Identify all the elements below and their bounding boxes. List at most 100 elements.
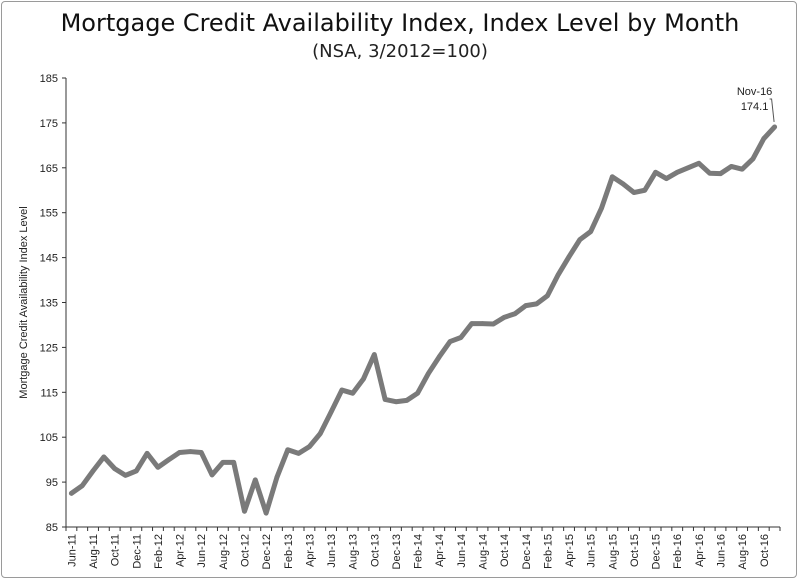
x-tick-label: Aug-11 (88, 534, 100, 569)
y-tick-label: 115 (40, 387, 58, 399)
data-point (512, 311, 518, 317)
data-point (220, 460, 226, 465)
x-tick-label: Oct-11 (110, 534, 122, 566)
x-tick-label: Aug-13 (348, 534, 360, 569)
data-point (274, 474, 280, 480)
data-point (350, 390, 355, 396)
y-tick-label: 135 (40, 298, 58, 310)
data-point (642, 187, 648, 193)
data-point (566, 254, 572, 259)
y-tick-label: 95 (46, 477, 58, 489)
x-tick-label: Feb-16 (672, 534, 684, 569)
data-point (739, 166, 745, 172)
y-tick-label: 165 (40, 163, 58, 175)
data-point (436, 354, 442, 360)
data-point (296, 451, 301, 456)
data-point (685, 165, 691, 171)
data-point (750, 156, 756, 162)
data-point (696, 161, 702, 166)
data-point (599, 205, 604, 211)
x-tick-label: Aug-14 (478, 534, 490, 569)
data-point (555, 272, 561, 277)
series-line (68, 124, 778, 516)
data-point (177, 450, 182, 455)
data-point (545, 293, 550, 299)
data-point (188, 449, 193, 454)
y-tick-label: 105 (40, 432, 58, 444)
data-point (761, 136, 767, 141)
y-axis-label: Mortgage Credit Availability Index Level (18, 206, 30, 398)
x-tick-label: Dec-14 (521, 534, 533, 569)
x-tick-label: Jun-13 (326, 534, 338, 568)
data-point (469, 321, 474, 326)
x-tick-label: Jun-16 (716, 534, 728, 568)
data-point (198, 450, 204, 455)
data-point (534, 301, 539, 307)
data-point (209, 472, 215, 478)
x-tick-label: Feb-12 (153, 534, 165, 569)
data-point (393, 399, 399, 405)
x-tick-label: Jun-14 (456, 534, 468, 568)
data-point (144, 451, 150, 456)
x-tick-label: Feb-14 (413, 534, 425, 569)
data-points (69, 124, 777, 516)
data-point (404, 398, 410, 403)
y-tick-label: 175 (40, 118, 58, 130)
data-point (372, 352, 377, 357)
x-tick-label: Jun-15 (586, 534, 598, 568)
data-point (339, 387, 345, 393)
x-tick-label: Apr-12 (175, 534, 187, 567)
x-tick-label: Dec-13 (391, 534, 403, 569)
data-point (415, 390, 420, 396)
data-point (772, 124, 777, 130)
chart-title: Mortgage Credit Availability Index, Inde… (60, 9, 740, 37)
y-tick-label: 155 (40, 208, 58, 220)
annotation-leader-line (769, 98, 775, 122)
data-point (123, 473, 128, 478)
data-point (458, 335, 464, 340)
x-tick-label: Jun-11 (66, 534, 78, 567)
data-point (263, 510, 269, 516)
x-tick-label: Oct-12 (240, 534, 252, 567)
x-tick-label: Feb-13 (283, 534, 295, 569)
data-point (426, 371, 431, 376)
data-point (674, 169, 680, 175)
data-point (523, 303, 529, 308)
x-tick-label: Apr-16 (694, 534, 706, 567)
data-point (101, 454, 107, 460)
data-point (631, 190, 637, 195)
x-tick-label: Oct-14 (499, 534, 511, 567)
data-point (610, 174, 615, 180)
data-point (382, 397, 388, 402)
data-point (664, 176, 669, 181)
data-point (729, 164, 734, 169)
x-tick-label: Dec-15 (651, 534, 663, 569)
data-point (134, 468, 139, 474)
x-tick-label: Oct-15 (629, 534, 641, 567)
x-tick-label: Aug-15 (607, 534, 619, 569)
x-tick-label: Jun-12 (196, 534, 208, 568)
data-point (491, 321, 496, 327)
y-tick-label: 85 (46, 522, 58, 534)
data-point (718, 171, 723, 176)
data-point (253, 477, 258, 483)
x-tick-label: Oct-13 (369, 534, 381, 567)
x-tick-label: Aug-16 (737, 534, 749, 569)
x-tick-label: Apr-13 (304, 534, 316, 567)
data-point (480, 321, 485, 326)
data-point (317, 431, 323, 436)
x-tick-label: Aug-12 (218, 534, 230, 569)
data-point (242, 508, 247, 514)
data-point (285, 447, 291, 453)
data-point (501, 315, 507, 320)
data-point (447, 339, 453, 344)
annotation-month: Nov-16 (737, 86, 772, 98)
data-point (577, 237, 583, 242)
chart-subtitle: (NSA, 3/2012=100) (312, 41, 488, 62)
annotation-value: 174.1 (741, 101, 769, 113)
data-point (307, 444, 312, 449)
data-point (69, 491, 74, 496)
data-point (112, 466, 117, 471)
data-point (155, 464, 161, 470)
data-point (707, 170, 712, 176)
